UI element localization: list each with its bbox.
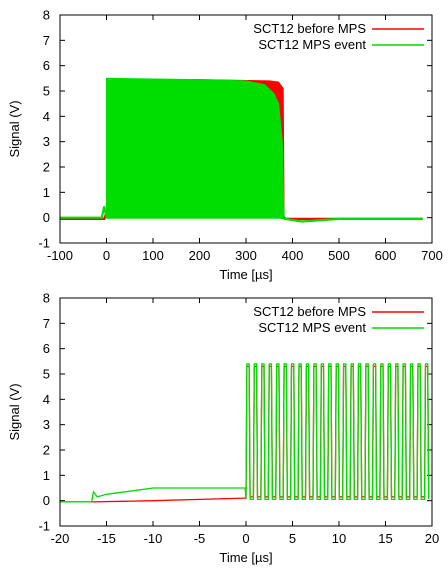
top-x-tick-label: 300 xyxy=(235,248,257,263)
top-y-tick-label: 4 xyxy=(43,109,50,124)
top-series-event-band xyxy=(106,77,285,219)
top-y-tick-label: 1 xyxy=(43,185,50,200)
top-x-tick-label: 200 xyxy=(189,248,211,263)
bottom-y-tick-label: -1 xyxy=(38,519,50,534)
bottom-x-axis-label: Time [µs] xyxy=(219,550,272,565)
bottom-y-tick-label: 2 xyxy=(43,443,50,458)
bottom-chart-series xyxy=(60,363,430,503)
top-legend: SCT12 before MPS SCT12 MPS event xyxy=(253,21,424,52)
top-legend-label-event: SCT12 MPS event xyxy=(258,37,366,52)
top-y-tick-label: -1 xyxy=(38,236,50,251)
bottom-x-tick-label: -15 xyxy=(97,531,116,546)
top-y-tick-label: 3 xyxy=(43,134,50,149)
bottom-y-axis-label: Signal (V) xyxy=(7,383,22,440)
top-x-tick-label: 100 xyxy=(142,248,164,263)
top-series-event-low-line xyxy=(60,206,423,223)
top-x-tick-label: 0 xyxy=(103,248,110,263)
bottom-x-tick-label: 20 xyxy=(425,531,439,546)
top-chart: -100 0 100 200 300 400 500 600 700 -1 0 1 2 3 4 5 6 7 8 Ti… xyxy=(7,8,443,283)
top-x-tick-label: 600 xyxy=(375,248,397,263)
top-y-tick-label: 0 xyxy=(43,210,50,225)
bottom-y-tick-label: 6 xyxy=(43,341,50,356)
bottom-plot-frame xyxy=(59,297,433,527)
top-y-tick-label: 8 xyxy=(43,8,50,23)
bottom-legend-label-event: SCT12 MPS event xyxy=(258,320,366,335)
bottom-x-tick-label: 5 xyxy=(289,531,296,546)
top-x-tick-label: 400 xyxy=(282,248,304,263)
bottom-series-event-line xyxy=(60,363,430,503)
top-plot-frame xyxy=(59,14,433,244)
bottom-y-tick-label: 3 xyxy=(43,417,50,432)
bottom-y-tick-label: 7 xyxy=(43,316,50,331)
bottom-y-tick-label: 1 xyxy=(43,468,50,483)
top-x-axis-label: Time [µs] xyxy=(219,267,272,282)
top-chart-series xyxy=(60,77,423,223)
bottom-x-tick-label: 0 xyxy=(242,531,249,546)
top-y-axis-label: Signal (V) xyxy=(7,100,22,157)
top-x-tick-label: 700 xyxy=(421,248,443,263)
bottom-legend-label-before: SCT12 before MPS xyxy=(253,304,366,319)
top-y-tick-label: 2 xyxy=(43,160,50,175)
bottom-x-tick-label: -10 xyxy=(144,531,163,546)
bottom-x-tick-label: 15 xyxy=(378,531,392,546)
top-y-tick-label: 6 xyxy=(43,58,50,73)
bottom-x-tick-label: -5 xyxy=(194,531,206,546)
bottom-x-tick-label: -20 xyxy=(51,531,70,546)
top-x-tick-label: 500 xyxy=(328,248,350,263)
bottom-x-tick-label: 10 xyxy=(332,531,346,546)
top-x-tick-label: -100 xyxy=(47,248,73,263)
bottom-y-tick-label: 8 xyxy=(43,291,50,306)
bottom-y-tick-label: 0 xyxy=(43,493,50,508)
top-y-tick-label: 7 xyxy=(43,33,50,48)
bottom-y-tick-label: 5 xyxy=(43,367,50,382)
bottom-y-tick-label: 4 xyxy=(43,392,50,407)
top-legend-label-before: SCT12 before MPS xyxy=(253,21,366,36)
top-chart-ticks: -100 0 100 200 300 400 500 600 700 -1 0 1 2 3 4 5 6 7 8 xyxy=(38,8,442,264)
bottom-legend: SCT12 before MPS SCT12 MPS event xyxy=(253,304,424,335)
top-y-tick-label: 5 xyxy=(43,84,50,99)
